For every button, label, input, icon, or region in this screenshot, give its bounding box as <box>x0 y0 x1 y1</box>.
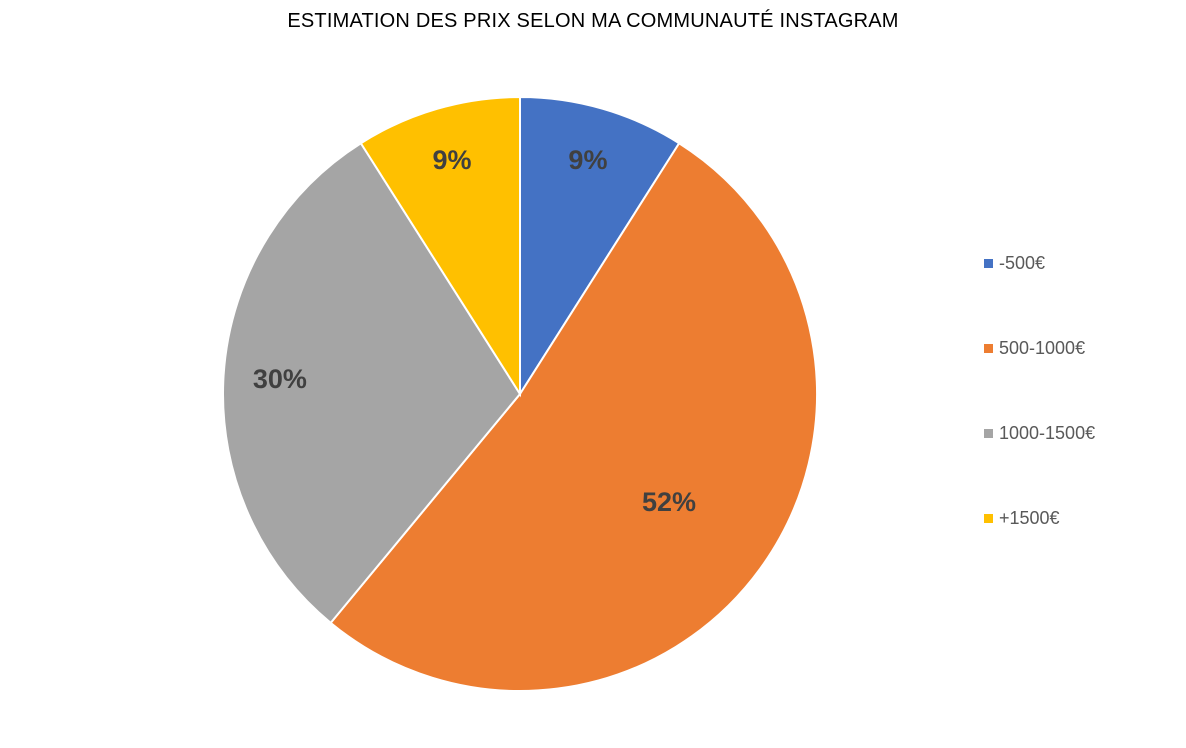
pie-slice-2 <box>329 141 819 692</box>
data-label-1: 9% <box>568 145 607 175</box>
pie-slice-4 <box>359 95 521 398</box>
pie-slice-3 <box>222 141 522 625</box>
legend-item-1: -500€ <box>984 252 1095 274</box>
legend-label: 1000-1500€ <box>999 422 1096 443</box>
pie-slices <box>222 95 819 692</box>
legend-label: 500-1000€ <box>999 337 1086 358</box>
legend-swatch <box>984 513 993 523</box>
legend-swatch <box>984 343 993 353</box>
legend: -500€ 500-1000€ 1000-1500€ +1500€ <box>984 252 1095 592</box>
legend-swatch <box>984 428 993 438</box>
legend-swatch <box>984 258 993 268</box>
data-label-2: 52% <box>642 487 696 517</box>
legend-item-4: +1500€ <box>984 507 1095 529</box>
chart-title: ESTIMATION DES PRIX SELON MA COMMUNAUTÉ … <box>287 10 899 32</box>
legend-label: -500€ <box>999 252 1046 273</box>
pie-data-labels: 9% 52% 30% 9% <box>253 145 696 517</box>
pie-slice-1 <box>519 95 681 398</box>
legend-label: +1500€ <box>999 507 1060 528</box>
data-label-3: 30% <box>253 364 307 394</box>
data-label-4: 9% <box>433 145 472 175</box>
legend-item-3: 1000-1500€ <box>984 422 1095 444</box>
legend-item-2: 500-1000€ <box>984 337 1095 359</box>
